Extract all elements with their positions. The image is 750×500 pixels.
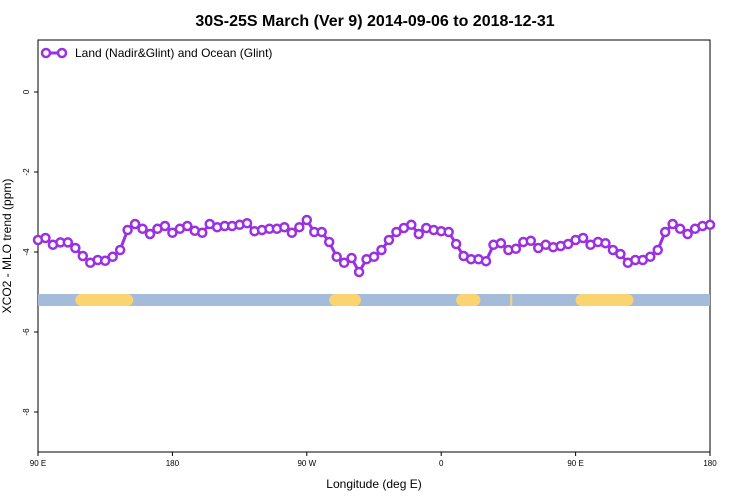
data-point bbox=[316, 226, 327, 238]
data-point bbox=[450, 238, 462, 250]
data-point bbox=[645, 251, 656, 263]
land-segment-2 bbox=[456, 294, 481, 306]
data-point bbox=[376, 244, 387, 256]
data-point bbox=[129, 218, 141, 230]
data-point bbox=[682, 228, 693, 240]
land-segment-4 bbox=[575, 294, 634, 306]
data-point bbox=[62, 237, 74, 248]
data-point bbox=[391, 226, 402, 238]
data-point bbox=[159, 220, 171, 232]
y-tick-label: -8 bbox=[22, 408, 31, 416]
data-point bbox=[704, 219, 716, 231]
legend-marker-left bbox=[40, 47, 52, 59]
data-point bbox=[301, 214, 313, 226]
y-tick-label: -6 bbox=[22, 328, 31, 336]
plot-frame bbox=[37, 39, 711, 453]
data-point bbox=[525, 235, 537, 247]
x-tick-label: 90 E bbox=[30, 459, 46, 468]
data-point bbox=[615, 248, 626, 260]
data-point bbox=[77, 250, 89, 262]
land-segment-3 bbox=[510, 294, 513, 306]
data-point bbox=[406, 219, 417, 231]
data-point bbox=[600, 237, 611, 249]
legend-label: Land (Nadir&Glint) and Ocean (Glint) bbox=[75, 46, 272, 60]
legend: Land (Nadir&Glint) and Ocean (Glint) bbox=[40, 46, 272, 60]
data-point bbox=[99, 255, 111, 267]
x-tick-label: 180 bbox=[703, 459, 717, 468]
data-point bbox=[107, 251, 118, 263]
data-point bbox=[70, 242, 81, 254]
surface-band bbox=[38, 294, 710, 306]
ocean-band bbox=[38, 294, 710, 306]
data-point bbox=[331, 251, 342, 263]
data-point bbox=[383, 234, 395, 246]
x-tick-label: 0 bbox=[439, 459, 444, 468]
data-point bbox=[323, 236, 335, 248]
data-point bbox=[353, 266, 365, 278]
data-point bbox=[562, 238, 574, 250]
data-point bbox=[286, 227, 298, 239]
data-point bbox=[279, 221, 290, 233]
data-point bbox=[167, 227, 178, 239]
data-point bbox=[241, 217, 253, 229]
data-point bbox=[40, 232, 51, 244]
data-point bbox=[674, 223, 686, 235]
data-point bbox=[144, 228, 156, 240]
series-layer bbox=[32, 214, 716, 278]
y-tick-label: -2 bbox=[22, 168, 31, 176]
y-axis-label: XCO2 - MLO trend (ppm) bbox=[0, 179, 14, 314]
x-tick-label: 180 bbox=[166, 459, 180, 468]
data-point bbox=[137, 223, 148, 235]
data-point bbox=[607, 244, 619, 256]
y-tick-label: 0 bbox=[22, 89, 31, 94]
data-point bbox=[122, 224, 133, 236]
data-point bbox=[510, 243, 522, 255]
data-point bbox=[480, 255, 492, 267]
data-point bbox=[443, 226, 454, 238]
x-tick-label: 90 E bbox=[567, 459, 583, 468]
data-point bbox=[577, 232, 589, 244]
data-point bbox=[368, 251, 380, 263]
data-point bbox=[346, 252, 357, 264]
data-point bbox=[294, 221, 305, 233]
legend-marker-right bbox=[56, 47, 68, 59]
y-axis: -8 -6 -4 -2 0 bbox=[22, 89, 38, 416]
data-point bbox=[659, 226, 671, 238]
land-segment-0 bbox=[75, 294, 134, 306]
data-point bbox=[197, 227, 208, 239]
data-point bbox=[114, 244, 126, 256]
data-point bbox=[495, 237, 507, 249]
chart-title: 30S-25S March (Ver 9) 2014-09-06 to 2018… bbox=[195, 13, 554, 30]
land-segment-1 bbox=[329, 294, 361, 306]
y-tick-label: -4 bbox=[22, 248, 31, 256]
data-point bbox=[338, 257, 350, 269]
data-point bbox=[182, 220, 193, 232]
x-axis: 90 E 180 90 W 0 90 E 180 bbox=[30, 452, 717, 468]
x-tick-label: 90 W bbox=[297, 459, 316, 468]
data-point bbox=[667, 218, 678, 230]
data-point bbox=[652, 244, 663, 256]
data-point bbox=[413, 228, 425, 240]
x-axis-label: Longitude (deg E) bbox=[326, 477, 421, 491]
